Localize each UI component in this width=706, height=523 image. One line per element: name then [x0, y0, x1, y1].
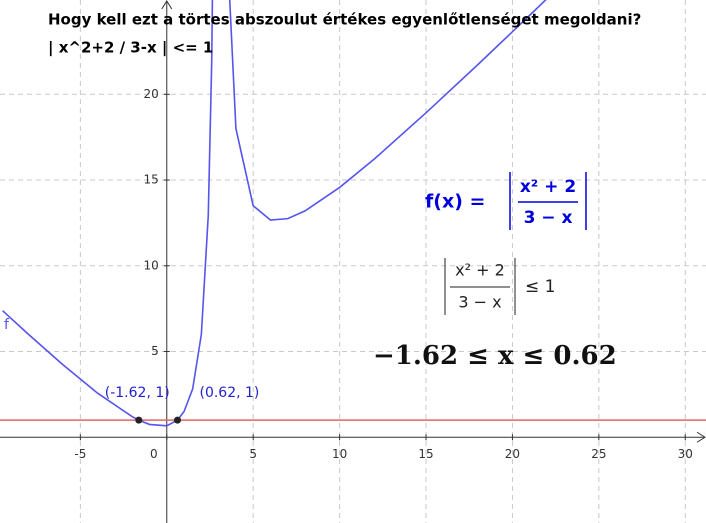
- inequality-denominator: 3 − x: [458, 293, 501, 312]
- x-tick-label: -5: [74, 447, 86, 461]
- y-tick-label: 5: [151, 344, 159, 358]
- point-label: (-1.62, 1): [105, 385, 170, 401]
- inequality-relation: ≤ 1: [525, 277, 555, 297]
- point: [173, 416, 181, 424]
- x-tick-label: 25: [591, 447, 606, 461]
- formula-denominator: 3 − x: [524, 208, 573, 228]
- inequality-numerator: x² + 2: [455, 261, 505, 280]
- point-label: (0.62, 1): [199, 385, 259, 401]
- x-tick-label: 10: [332, 447, 347, 461]
- formula-numerator: x² + 2: [520, 177, 576, 197]
- y-tick-label: 20: [143, 87, 158, 101]
- x-axis-arrow: [696, 431, 706, 443]
- chart-subtitle: | x^2+2 / 3-x | <= 1: [48, 39, 213, 58]
- y-tick-label: 15: [143, 173, 158, 187]
- formula-lhs: f(x) =: [425, 191, 485, 213]
- x-tick-label: 20: [505, 447, 520, 461]
- y-axis-arrow: [161, 0, 173, 10]
- x-tick-label: 30: [678, 447, 693, 461]
- solution: −1.62 ≤ x ≤ 0.62: [373, 341, 617, 371]
- chart-title: Hogy kell ezt a törtes abszoulut értékes…: [48, 11, 641, 29]
- point: [135, 416, 143, 424]
- function-formula: f(x) = x² + 2 3 − x: [425, 172, 587, 230]
- series-label: f: [4, 317, 10, 333]
- inequality-formula: x² + 2 3 − x ≤ 1: [444, 258, 555, 315]
- y-tick-label: 10: [143, 258, 158, 272]
- x-tick-label: 0: [150, 447, 158, 461]
- x-tick-label: 15: [418, 447, 433, 461]
- function-curve: [2, 0, 547, 427]
- x-tick-label: 5: [249, 447, 257, 461]
